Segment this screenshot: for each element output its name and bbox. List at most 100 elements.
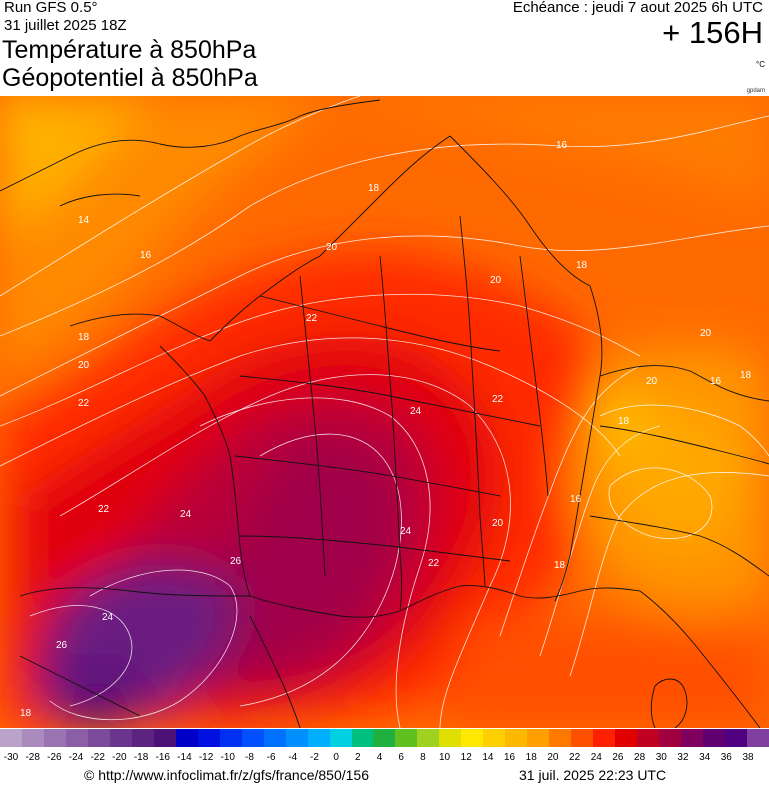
color-scale-tick-label: 6 — [398, 752, 404, 763]
color-swatch — [351, 729, 374, 747]
color-swatch — [65, 729, 88, 747]
color-swatch — [395, 729, 418, 747]
color-scale-tick-label: 30 — [655, 752, 667, 763]
color-swatch — [659, 729, 682, 747]
color-scale-tick-label: -2 — [310, 752, 319, 763]
contour-label: 18 — [618, 416, 630, 427]
color-scale-tick-label: 4 — [376, 752, 383, 763]
color-swatch — [637, 729, 660, 747]
color-swatch — [417, 729, 440, 747]
color-scale-tick-label: 14 — [482, 752, 494, 763]
color-scale-tick-label: 32 — [677, 752, 689, 763]
color-swatch — [373, 729, 396, 747]
contour-label: 22 — [78, 398, 90, 409]
color-swatch — [307, 729, 330, 747]
color-scale-tick-label: -10 — [220, 752, 235, 763]
contour-label: 20 — [646, 376, 658, 387]
color-scale-tick-label: -18 — [133, 752, 149, 763]
contour-label: 16 — [710, 376, 722, 387]
color-scale-tick-label: -26 — [47, 752, 62, 763]
color-swatch — [87, 729, 110, 747]
contour-label: 18 — [20, 708, 32, 719]
contour-label: 18 — [554, 560, 566, 571]
source-url: © http://www.infoclimat.fr/z/gfs/france/… — [84, 767, 369, 783]
contour-label: 20 — [490, 275, 502, 286]
contour-label: 20 — [492, 518, 504, 529]
color-scale-tick-label: -8 — [244, 752, 254, 763]
run-label: Run GFS 0.5° — [4, 0, 98, 16]
color-scale-tick-label: 16 — [503, 752, 516, 763]
color-swatch — [241, 729, 264, 747]
contour-label: 26 — [230, 556, 242, 567]
contour-label: 24 — [180, 509, 192, 520]
color-swatch — [461, 729, 484, 747]
country-borders — [0, 99, 769, 728]
forecast-valid-time: Echéance : jeudi 7 aout 2025 6h UTC — [512, 0, 763, 16]
title-geopotential: Géopotentiel à 850hPa — [2, 64, 258, 92]
color-swatch — [175, 729, 198, 747]
color-swatch — [263, 729, 286, 747]
contour-label: 18 — [576, 260, 588, 271]
color-scale-bar — [0, 729, 769, 747]
color-swatch — [549, 729, 572, 747]
color-scale-tick-label: -24 — [68, 752, 84, 763]
color-swatch — [724, 729, 747, 747]
contour-label: 16 — [570, 494, 582, 505]
color-swatch — [131, 729, 154, 747]
color-scale-ticks: -30 -28 -26 -24 -22 -20 -18 -16 -14 -12 -10 -8 -6 -4-… — [0, 752, 769, 764]
color-swatch — [703, 729, 725, 747]
color-swatch — [571, 729, 594, 747]
color-swatch — [593, 729, 616, 747]
color-scale-tick-label: -20 — [112, 752, 127, 763]
contour-label: 18 — [740, 370, 752, 381]
color-scale-tick-label: 36 — [720, 752, 732, 763]
update-timestamp: 31 juil. 2025 22:23 UTC — [519, 767, 667, 783]
color-scale-tick-label: -14 — [177, 752, 192, 763]
title-temperature: Température à 850hPa — [2, 36, 257, 64]
credit-label: gpdam — [746, 88, 765, 94]
color-scale-tick-label: 2 — [355, 752, 361, 763]
color-swatch — [329, 729, 352, 747]
color-scale-tick-label: -22 — [90, 752, 105, 763]
color-scale-tick-label: 34 — [699, 752, 711, 763]
color-scale-tick-label: 28 — [634, 752, 646, 763]
contour-label: 18 — [368, 183, 380, 194]
isotherm-lines — [0, 96, 769, 728]
color-swatch — [219, 729, 242, 747]
color-swatch — [439, 729, 462, 747]
color-swatch — [197, 729, 220, 747]
color-scale-tick-label: 18 — [525, 752, 537, 763]
color-scale-tick-label: 26 — [612, 752, 624, 763]
lead-time: + 156H — [662, 15, 763, 50]
contour-label: 20 — [700, 328, 712, 339]
color-swatch — [21, 729, 44, 747]
color-swatch — [505, 729, 528, 747]
color-scale-tick-label: -12 — [198, 752, 214, 763]
color-scale-tick-label: -30 — [3, 752, 19, 763]
color-scale-tick-label: 38 — [742, 752, 754, 763]
contour-labels: 14 16 16 18 18 20 20 22 22 24 24 26 24 2… — [20, 140, 752, 719]
color-swatch — [615, 729, 638, 747]
color-swatch — [109, 729, 132, 747]
color-swatch — [153, 729, 176, 747]
color-scale-tick-label: 10 — [438, 752, 451, 763]
color-scale-tick-label: -28 — [25, 752, 40, 763]
color-scale-tick-label: -16 — [155, 752, 170, 763]
unit-label: °C — [756, 60, 765, 69]
color-scale-tick-label: 0 — [333, 752, 339, 763]
contour-label: 22 — [428, 558, 440, 569]
contour-label: 22 — [98, 504, 110, 515]
contour-label: 22 — [492, 394, 504, 405]
color-scale-tick-label: 20 — [547, 752, 559, 763]
temperature-map: 14 16 16 18 18 20 20 22 22 24 24 26 24 2… — [0, 96, 769, 728]
color-swatch — [43, 729, 66, 747]
color-scale-tick-label: 8 — [420, 752, 426, 763]
color-swatch — [0, 729, 22, 747]
contour-label: 26 — [56, 640, 68, 651]
color-swatch — [746, 729, 769, 747]
color-scale-tick-label: 12 — [460, 752, 472, 763]
contour-label: 20 — [326, 242, 338, 253]
color-swatch — [681, 729, 703, 747]
color-scale-tick-label: 22 — [569, 752, 581, 763]
contour-label: 22 — [306, 313, 318, 324]
